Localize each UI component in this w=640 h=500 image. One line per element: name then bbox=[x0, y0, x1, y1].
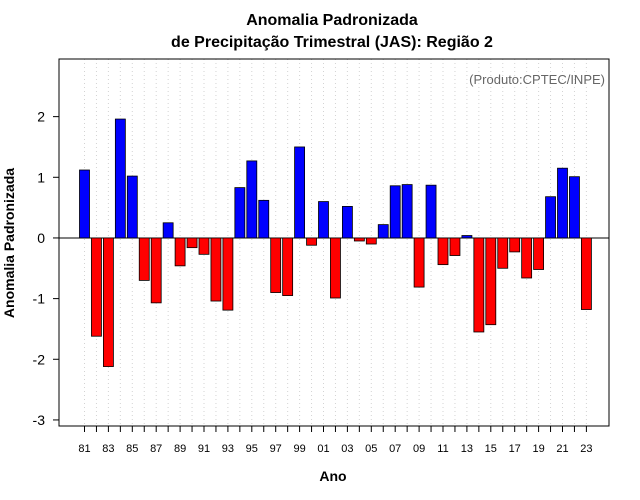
y-tick-label: 0 bbox=[37, 230, 45, 246]
x-tick-label: 97 bbox=[270, 443, 282, 455]
bar-2015 bbox=[485, 237, 497, 326]
bar-1995 bbox=[246, 160, 258, 239]
x-tick-label: 91 bbox=[198, 443, 210, 455]
x-tick-label: 21 bbox=[556, 443, 568, 455]
bar-2004 bbox=[353, 237, 365, 242]
bar-2017 bbox=[509, 237, 521, 253]
bar-2018 bbox=[521, 237, 533, 279]
bar-1997 bbox=[270, 237, 282, 293]
x-tick-label: 11 bbox=[437, 443, 448, 455]
x-tick-label: 05 bbox=[365, 443, 377, 455]
bar-1988 bbox=[162, 222, 174, 239]
y-axis: 2 1 0 -1 -2 -3 bbox=[33, 109, 59, 428]
bar-2003 bbox=[341, 206, 353, 239]
bar-1983 bbox=[103, 237, 114, 367]
bar-2021 bbox=[557, 167, 568, 239]
credit-annotation: (Produto:CPTEC/INPE) bbox=[469, 72, 605, 87]
bar-2012 bbox=[449, 237, 461, 256]
bar-1998 bbox=[282, 237, 294, 296]
bar-1996 bbox=[258, 199, 270, 239]
y-tick-label: -1 bbox=[33, 291, 46, 307]
bar-2008 bbox=[401, 184, 413, 239]
x-tick-label: 93 bbox=[222, 443, 234, 455]
x-tick-label: 13 bbox=[461, 443, 473, 455]
bar-1984 bbox=[114, 118, 126, 239]
x-axis-title: Ano bbox=[319, 468, 346, 484]
bar-1993 bbox=[222, 237, 234, 311]
bar-1986 bbox=[138, 237, 150, 281]
x-tick-label: 15 bbox=[485, 443, 497, 455]
bar-1990 bbox=[186, 237, 198, 249]
y-axis-title: Anomalia Padronizada bbox=[1, 168, 17, 318]
y-tick-label: -3 bbox=[33, 412, 46, 428]
x-tick-label: 23 bbox=[580, 443, 592, 455]
bar-1992 bbox=[210, 237, 222, 302]
bar-1981 bbox=[79, 169, 90, 239]
x-tick-label: 83 bbox=[102, 443, 114, 455]
bar-2016 bbox=[497, 237, 509, 269]
bar-2007 bbox=[389, 185, 401, 239]
x-axis: 81 83 85 87 89 91 93 95 97 99 01 03 05 07 09 11 13 15 17 19… bbox=[78, 426, 593, 455]
bar-2006 bbox=[377, 224, 389, 239]
bar-1999 bbox=[294, 146, 306, 239]
x-tick-label: 19 bbox=[532, 443, 544, 455]
bar-2022 bbox=[569, 176, 580, 239]
y-tick-label: -2 bbox=[33, 351, 46, 367]
bar-2000 bbox=[306, 237, 317, 246]
bar-1982 bbox=[91, 237, 102, 337]
bar-2001 bbox=[318, 201, 329, 239]
bar-series bbox=[79, 118, 592, 367]
x-tick-label: 99 bbox=[293, 443, 305, 455]
bar-2005 bbox=[365, 237, 377, 245]
x-tick-label: 01 bbox=[317, 443, 329, 455]
chart-title-line1: Anomalia Padronizada bbox=[246, 12, 418, 29]
bar-1985 bbox=[126, 175, 138, 239]
y-tick-label: 2 bbox=[37, 109, 45, 125]
bar-2020 bbox=[545, 196, 556, 239]
bar-2013 bbox=[461, 235, 473, 239]
x-tick-label: 09 bbox=[413, 443, 425, 455]
bar-2011 bbox=[437, 237, 449, 266]
bar-2023 bbox=[581, 237, 592, 310]
bar-1989 bbox=[174, 237, 186, 267]
x-tick-label: 03 bbox=[341, 443, 353, 455]
x-tick-label: 95 bbox=[246, 443, 258, 455]
x-tick-label: 81 bbox=[78, 443, 90, 455]
x-tick-label: 89 bbox=[174, 443, 186, 455]
bar-2009 bbox=[413, 237, 425, 288]
x-tick-label: 17 bbox=[509, 443, 521, 455]
bar-2014 bbox=[473, 237, 485, 333]
y-tick-label: 1 bbox=[37, 169, 45, 185]
bar-1991 bbox=[198, 237, 210, 255]
x-tick-label: 87 bbox=[150, 443, 162, 455]
chart-title-line2: de Precipitação Trimestral (JAS): Região… bbox=[171, 34, 493, 51]
bar-2010 bbox=[425, 184, 437, 239]
plot-frame bbox=[58, 58, 610, 427]
bar-2002 bbox=[330, 237, 341, 299]
x-tick-label: 85 bbox=[126, 443, 138, 455]
bar-1987 bbox=[150, 237, 162, 304]
bar-2019 bbox=[533, 237, 544, 270]
x-tick-label: 07 bbox=[389, 443, 401, 455]
bar-1994 bbox=[234, 187, 246, 239]
